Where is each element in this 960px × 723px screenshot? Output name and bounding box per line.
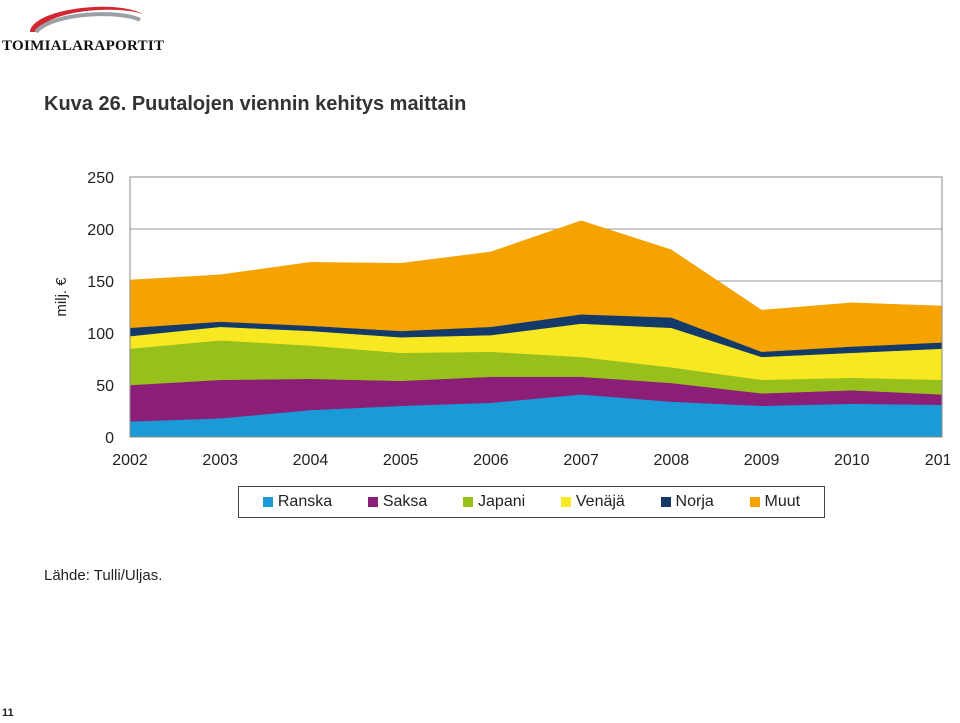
figure-title: Kuva 26. Puutalojen viennin kehitys mait… [44,93,467,115]
y-tick-label: 250 [87,170,114,187]
legend-item: Japani [463,493,525,511]
x-tick-label: 2006 [473,452,509,469]
legend-item: Saksa [367,493,428,511]
legend-swatch [262,497,273,507]
stacked-area-chart: 0 50 100 150 200 250 2002 2003 2004 2005 2006 2007 2… [53,170,950,469]
x-tick-label: 2003 [202,452,238,469]
y-tick-label: 100 [87,326,114,343]
y-tick-label: 200 [87,222,114,239]
legend-label: Ranska [277,493,333,510]
y-axis-label: milj. € [53,277,70,317]
legend-label: Saksa [382,493,428,510]
legend-swatch [660,497,671,507]
legend-label: Norja [675,493,714,510]
legend-label: Japani [478,493,526,510]
legend-label: Muut [764,493,801,510]
source-note: Lähde: Tulli/Uljas. [44,567,163,584]
legend-swatch [367,497,378,507]
legend-item: Ranska [262,493,333,511]
y-tick-label: 0 [105,430,114,447]
chart-legend: Ranska Saksa Japani Venäjä Norja Muut [238,486,825,518]
x-tick-label: 2008 [654,452,690,469]
y-tick-label: 150 [87,274,114,291]
plot-frame [129,176,943,438]
x-tick-label: 2010 [834,452,870,469]
legend-item: Venäjä [560,493,625,511]
legend-swatch [463,497,474,507]
y-tick-label: 50 [96,378,114,395]
page-number: 11 [2,707,14,719]
logo-swoosh-icon [30,6,146,34]
legend-item: Muut [749,493,801,511]
x-tick-label: 2007 [563,452,599,469]
x-tick-label: 2011 [925,452,950,469]
legend-swatch [560,497,571,507]
x-tick-label: 2004 [293,452,329,469]
legend-swatch [749,497,760,507]
legend-item: Norja [660,493,714,511]
x-tick-label: 2009 [744,452,780,469]
legend-label: Venäjä [575,493,625,510]
x-tick-label: 2002 [112,452,148,469]
logo-text: TOIMIALARAPORTIT [2,38,165,54]
x-tick-label: 2005 [383,452,419,469]
logo: TOIMIALARAPORTIT [0,0,170,60]
